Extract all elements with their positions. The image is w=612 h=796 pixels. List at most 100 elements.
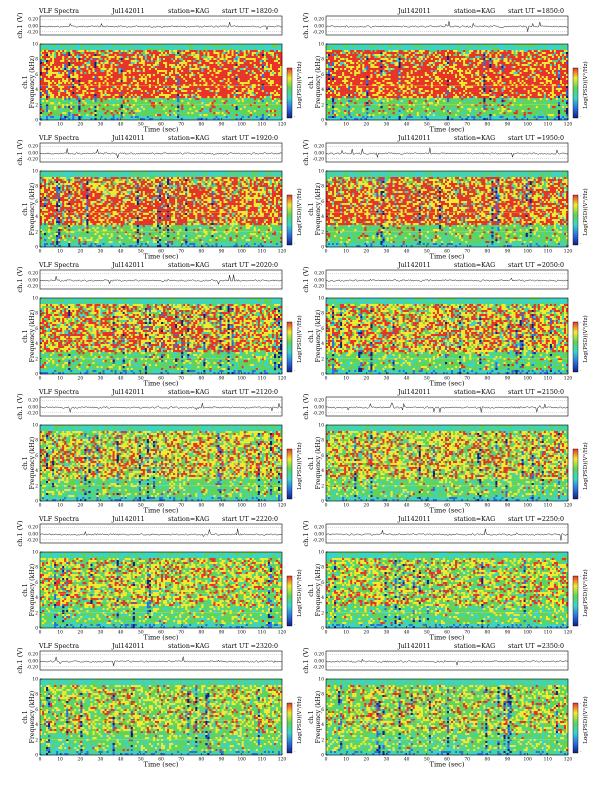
- spectrogram-cell: [68, 102, 70, 104]
- spectrogram-cell: [52, 82, 54, 84]
- spectrogram-cell: [213, 52, 215, 54]
- spectrogram-cell: [52, 68, 54, 70]
- spectrogram-cell: [226, 62, 228, 64]
- spectrogram-cell: [193, 52, 195, 54]
- spectrogram-cell: [68, 88, 70, 90]
- spectrogram-cell: [191, 76, 193, 78]
- spectrogram-cell: [276, 90, 278, 92]
- spectrogram-cell: [62, 56, 64, 58]
- spectrogram-cell: [119, 48, 121, 50]
- spectrogram-cell: [236, 48, 238, 50]
- spectrogram-cell: [129, 90, 131, 92]
- spectrogram-cell: [246, 62, 248, 64]
- spectrogram-cell: [183, 106, 185, 108]
- spectrogram-cell: [278, 88, 280, 90]
- spectrogram-cell: [185, 64, 187, 66]
- spectrogram-cell: [228, 68, 230, 70]
- spectrogram-cell: [76, 100, 78, 102]
- spectrogram-cell: [94, 50, 96, 52]
- spectrogram-cell: [139, 88, 141, 90]
- spectrogram-cell: [149, 74, 151, 76]
- spectrogram-cell: [197, 90, 199, 92]
- spectrogram-cell: [98, 54, 100, 56]
- spectrogram-cell: [240, 76, 242, 78]
- spectrogram-cell: [189, 46, 191, 48]
- spectrogram-cell: [171, 54, 173, 56]
- spectrogram-cell: [187, 78, 189, 80]
- spectrogram-cell: [177, 78, 179, 80]
- spectrogram-cell: [250, 78, 252, 80]
- spectrogram-cell: [46, 92, 48, 94]
- spectrogram-cell: [113, 60, 115, 62]
- spectrogram-cell: [135, 76, 137, 78]
- spectrogram-cell: [215, 74, 217, 76]
- spectrogram-cell: [276, 86, 278, 88]
- spectrogram-cell: [189, 68, 191, 70]
- spectrogram-cell: [256, 76, 258, 78]
- spectrogram-cell: [80, 86, 82, 88]
- spectrogram-cell: [219, 76, 221, 78]
- spectrogram-cell: [70, 108, 72, 110]
- spectrogram-cell: [240, 82, 242, 84]
- spectrogram-cell: [117, 48, 119, 50]
- spectrogram-cell: [117, 60, 119, 62]
- spectrogram-cell: [80, 70, 82, 72]
- spectrogram-cell: [143, 104, 145, 106]
- spectrogram-cell: [197, 74, 199, 76]
- spectrogram-cell: [70, 116, 72, 118]
- spectrogram-cell: [56, 48, 58, 50]
- spectrogram-cell: [217, 50, 219, 52]
- spectrogram-cell: [219, 92, 221, 94]
- spectrogram-cell: [258, 100, 260, 102]
- spectrogram-cell: [54, 86, 56, 88]
- spectrogram-cell: [46, 48, 48, 50]
- spectrogram-cell: [197, 80, 199, 82]
- spectrogram-cell: [234, 108, 236, 110]
- spectrogram-cell: [205, 68, 207, 70]
- spectrogram-cell: [219, 90, 221, 92]
- spectrogram-cell: [260, 44, 262, 46]
- spectrogram-cell: [187, 58, 189, 60]
- spectrogram-cell: [260, 82, 262, 84]
- spectrogram-cell: [84, 62, 86, 64]
- spectrogram-cell: [127, 54, 129, 56]
- spectrogram-cell: [163, 90, 165, 92]
- spectrogram-cell: [165, 74, 167, 76]
- spectrogram-cell: [98, 62, 100, 64]
- spectrogram-cell: [185, 78, 187, 80]
- spectrogram-cell: [46, 96, 48, 98]
- spectrogram-cell: [153, 106, 155, 108]
- spectrogram-cell: [252, 52, 254, 54]
- spectrogram-cell: [44, 90, 46, 92]
- spectrogram-cell: [143, 74, 145, 76]
- spectrogram-cell: [242, 92, 244, 94]
- spectrogram-cell: [44, 86, 46, 88]
- spectrogram-cell: [258, 50, 260, 52]
- spectrogram-cell: [224, 70, 226, 72]
- spectrogram-cell: [131, 66, 133, 68]
- spectrogram-cell: [234, 90, 236, 92]
- spectrogram-cell: [92, 70, 94, 72]
- spectrogram-cell: [137, 52, 139, 54]
- spectrogram-cell: [74, 48, 76, 50]
- spectrogram-cell: [78, 102, 80, 104]
- spectrogram-cell: [278, 54, 280, 56]
- spectrogram-cell: [46, 76, 48, 78]
- spectrogram-cell: [78, 106, 80, 108]
- spectrogram-cell: [213, 92, 215, 94]
- spectrogram-cell: [240, 52, 242, 54]
- spectrogram-cell: [274, 48, 276, 50]
- spectrogram-cell: [119, 68, 121, 70]
- spectrogram-cell: [50, 78, 52, 80]
- spectrogram-cell: [105, 112, 107, 114]
- spectrogram-cell: [181, 104, 183, 106]
- spectrogram-cell: [88, 44, 90, 46]
- spectrogram-cell: [234, 66, 236, 68]
- spectrogram-cell: [179, 54, 181, 56]
- spectrogram-cell: [143, 78, 145, 80]
- spectrogram-cell: [209, 60, 211, 62]
- spectrogram-cell: [107, 110, 109, 112]
- spectrogram-cell: [143, 96, 145, 98]
- spectrogram-cell: [207, 54, 209, 56]
- spectrogram-cell: [127, 44, 129, 46]
